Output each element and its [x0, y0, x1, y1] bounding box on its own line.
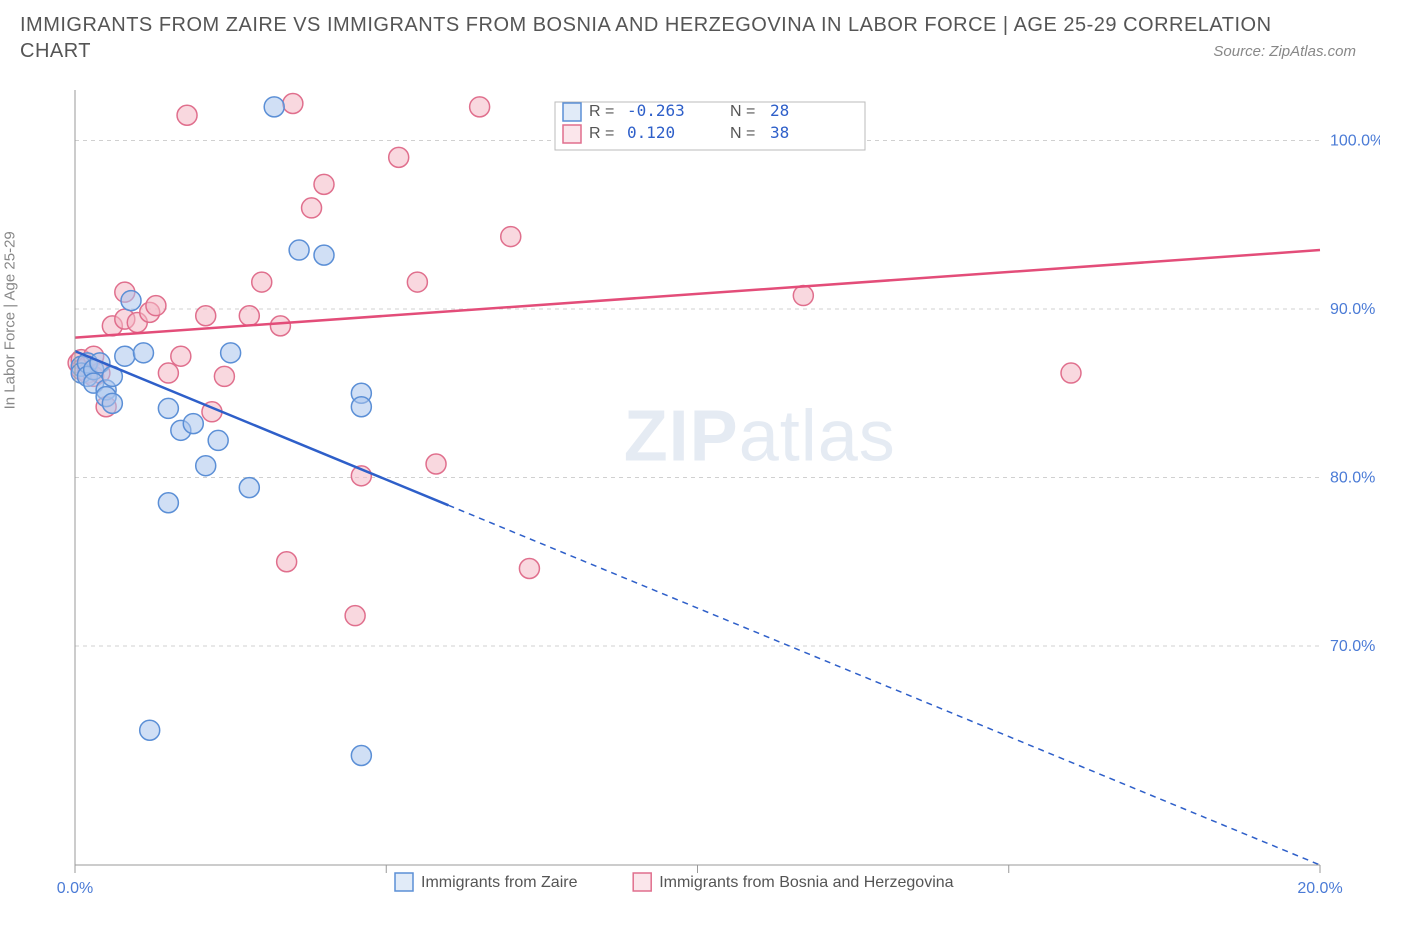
legend-label: Immigrants from Zaire — [421, 874, 578, 891]
data-point-zaire — [121, 291, 141, 311]
legend-n-value: 38 — [770, 123, 789, 142]
trend-line — [75, 351, 449, 505]
y-tick-label: 100.0% — [1330, 133, 1380, 150]
legend-label: Immigrants from Bosnia and Herzegovina — [659, 874, 953, 891]
data-point-bosnia — [426, 454, 446, 474]
data-point-bosnia — [519, 558, 539, 578]
data-point-zaire — [158, 493, 178, 513]
x-tick-label: 0.0% — [57, 880, 93, 897]
y-tick-label: 80.0% — [1330, 470, 1375, 487]
scatter-chart: 70.0% 80.0% 90.0% 100.0% ZIPatlas 0.0% 20.0% Im… — [20, 80, 1380, 900]
data-point-zaire — [158, 398, 178, 418]
legend-swatch — [563, 125, 581, 143]
chart-container: In Labor Force | Age 25-29 70.0%80.0%90.… — [20, 80, 1380, 900]
watermark: ZIPatlas — [624, 397, 896, 477]
y-tick-label: 90.0% — [1330, 301, 1375, 318]
data-point-bosnia — [470, 97, 490, 117]
legend-swatch — [633, 873, 651, 891]
data-point-bosnia — [196, 306, 216, 326]
legend-n-label: N = — [730, 103, 755, 120]
data-point-zaire — [314, 245, 334, 265]
data-point-zaire — [289, 240, 309, 260]
data-point-zaire — [208, 430, 228, 450]
data-point-bosnia — [252, 272, 272, 292]
data-point-zaire — [183, 414, 203, 434]
data-point-bosnia — [158, 363, 178, 383]
data-point-bosnia — [302, 198, 322, 218]
data-point-bosnia — [407, 272, 427, 292]
legend-swatch — [563, 103, 581, 121]
data-point-bosnia — [277, 552, 297, 572]
legend-r-value: 0.120 — [627, 123, 675, 142]
data-point-bosnia — [177, 105, 197, 125]
legend-n-value: 28 — [770, 101, 789, 120]
data-point-bosnia — [214, 366, 234, 386]
data-point-bosnia — [146, 296, 166, 316]
source-attribution: Source: ZipAtlas.com — [1213, 43, 1386, 60]
data-point-zaire — [140, 720, 160, 740]
x-tick-label: 20.0% — [1297, 880, 1342, 897]
data-point-zaire — [351, 745, 371, 765]
data-point-bosnia — [270, 316, 290, 336]
y-tick-label: 70.0% — [1330, 638, 1375, 655]
data-point-zaire — [196, 456, 216, 476]
source-prefix: Source: — [1213, 43, 1269, 60]
chart-title-line1: IMMIGRANTS FROM ZAIRE VS IMMIGRANTS FROM… — [20, 12, 1386, 38]
data-point-zaire — [133, 343, 153, 363]
legend-r-label: R = — [589, 125, 614, 142]
data-point-bosnia — [793, 286, 813, 306]
legend-r-label: R = — [589, 103, 614, 120]
data-point-bosnia — [283, 93, 303, 113]
chart-title-line2: CHART — [20, 38, 91, 64]
data-point-zaire — [239, 478, 259, 498]
legend-n-label: N = — [730, 125, 755, 142]
trend-line-extrapolated — [449, 505, 1321, 865]
data-point-zaire — [264, 97, 284, 117]
data-point-bosnia — [171, 346, 191, 366]
trend-line — [75, 250, 1320, 338]
source-name: ZipAtlas.com — [1269, 43, 1356, 60]
data-point-bosnia — [1061, 363, 1081, 383]
data-point-bosnia — [239, 306, 259, 326]
data-point-bosnia — [389, 147, 409, 167]
data-point-bosnia — [345, 606, 365, 626]
data-point-zaire — [115, 346, 135, 366]
data-point-zaire — [102, 393, 122, 413]
data-point-bosnia — [501, 227, 521, 247]
y-axis-label: In Labor Force | Age 25-29 — [2, 231, 19, 409]
legend-swatch — [395, 873, 413, 891]
legend-r-value: -0.263 — [627, 101, 685, 120]
title-block: IMMIGRANTS FROM ZAIRE VS IMMIGRANTS FROM… — [0, 0, 1406, 64]
data-point-bosnia — [314, 174, 334, 194]
data-point-zaire — [351, 397, 371, 417]
data-point-zaire — [221, 343, 241, 363]
